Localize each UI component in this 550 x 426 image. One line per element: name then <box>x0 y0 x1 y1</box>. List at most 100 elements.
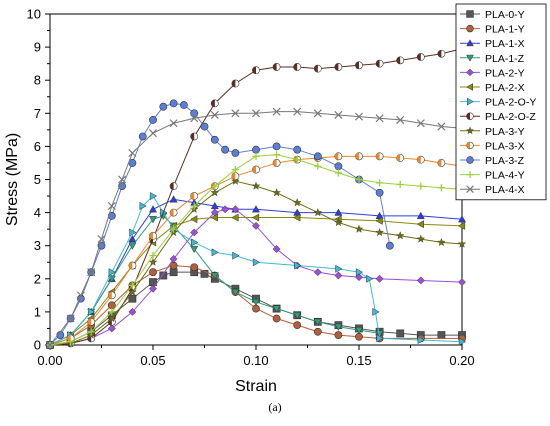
legend-entry: PLA-3-Z <box>460 155 525 167</box>
data-point <box>313 208 323 217</box>
x-axis-title: Strain <box>235 378 277 395</box>
legend-label: PLA-3-Y <box>485 126 525 138</box>
data-point <box>375 216 383 225</box>
legend-entry: PLA-2-Y <box>460 67 525 79</box>
data-point <box>251 213 260 222</box>
data-point <box>67 338 75 346</box>
y-tick-label: 0 <box>34 338 41 353</box>
legend-label: PLA-1-X <box>485 38 525 50</box>
data-point <box>107 275 116 283</box>
legend-label: PLA-3-Z <box>485 155 525 167</box>
data-point <box>375 274 384 283</box>
data-point <box>466 171 474 178</box>
data-point <box>466 54 474 62</box>
legend-label: PLA-2-O-Z <box>485 111 536 123</box>
data-point <box>293 213 301 222</box>
data-point <box>138 132 147 141</box>
data-point <box>466 68 474 77</box>
x-tick-label: 0.15 <box>346 353 371 368</box>
data-point <box>148 205 158 213</box>
data-point <box>107 291 116 300</box>
series-pla-3-z <box>46 99 394 349</box>
x-tick-label: 0.00 <box>37 353 62 368</box>
data-point <box>45 340 55 350</box>
data-point <box>313 327 322 336</box>
data-point <box>87 268 96 277</box>
data-point <box>366 274 374 283</box>
data-point <box>190 132 199 141</box>
data-point <box>231 109 240 118</box>
legend-label: PLA-4-Y <box>485 170 525 182</box>
data-point <box>108 308 116 316</box>
data-point <box>128 294 137 303</box>
data-point <box>465 126 475 135</box>
data-point <box>334 331 343 339</box>
data-point <box>375 188 384 197</box>
data-point <box>416 119 425 128</box>
legend-label: PLA-1-Y <box>485 24 525 36</box>
data-point <box>87 317 96 326</box>
y-tick-label: 3 <box>34 238 41 253</box>
data-point <box>467 97 474 106</box>
data-point <box>179 101 188 109</box>
data-point <box>396 56 405 65</box>
data-point <box>170 225 178 233</box>
data-point <box>148 216 158 224</box>
data-point <box>108 268 116 277</box>
data-point <box>76 291 85 300</box>
data-point <box>200 122 209 131</box>
legend-entry: PLA-3-X <box>460 140 525 152</box>
series-layer <box>45 44 467 350</box>
data-point <box>169 119 178 128</box>
y-tick-label: 1 <box>34 304 41 319</box>
data-point <box>149 268 157 277</box>
data-point <box>334 162 343 171</box>
data-point <box>466 141 474 150</box>
data-point <box>313 64 322 73</box>
legend-entry: PLA-0-Y <box>460 9 525 21</box>
data-point <box>375 330 384 338</box>
y-tick-label: 5 <box>34 172 41 187</box>
legend-entry: PLA-4-Y <box>460 170 525 182</box>
data-point <box>272 107 281 116</box>
data-point <box>210 272 219 280</box>
data-point <box>231 149 240 157</box>
data-point <box>334 271 343 280</box>
y-tick-label: 10 <box>27 7 41 22</box>
data-point <box>231 165 239 174</box>
data-point <box>128 287 137 296</box>
data-point <box>231 288 240 297</box>
data-point <box>251 181 261 190</box>
legend-entry: PLA-2-X <box>460 82 525 94</box>
data-point <box>97 235 106 244</box>
data-point <box>466 83 473 91</box>
data-point <box>416 155 425 164</box>
data-point <box>437 331 446 339</box>
data-point <box>375 59 384 68</box>
data-point <box>416 53 425 61</box>
data-point <box>354 112 364 121</box>
data-point <box>355 152 363 161</box>
data-point <box>375 227 384 237</box>
data-point <box>210 110 219 119</box>
data-point <box>210 213 218 222</box>
series-line <box>49 111 463 346</box>
data-point <box>355 175 363 184</box>
data-point <box>466 10 474 18</box>
data-point <box>211 182 219 190</box>
data-point <box>190 114 199 123</box>
data-point <box>395 231 405 240</box>
data-point <box>128 307 137 316</box>
data-point <box>159 102 168 111</box>
data-point <box>128 261 137 270</box>
legend-entry: PLA-2-O-Z <box>460 111 536 123</box>
x-tick-label: 0.05 <box>140 353 165 368</box>
data-point <box>385 241 394 250</box>
legend-entry: PLA-3-Y <box>460 126 525 138</box>
data-point <box>437 237 446 247</box>
data-point <box>252 152 260 160</box>
data-point <box>169 208 178 217</box>
data-point <box>128 281 136 290</box>
data-point <box>334 323 343 331</box>
